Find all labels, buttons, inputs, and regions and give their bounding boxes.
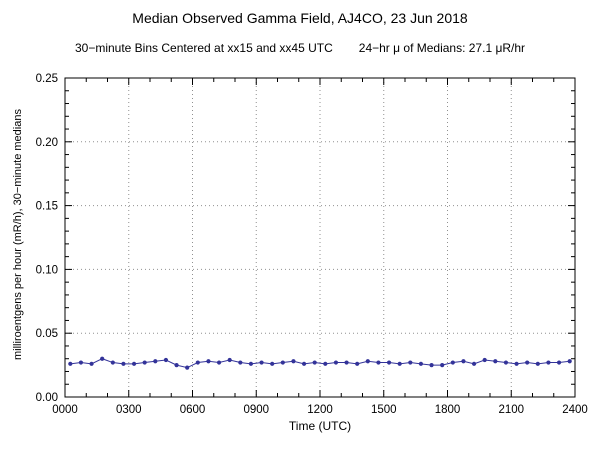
data-point — [270, 361, 275, 366]
data-point — [238, 360, 243, 365]
data-point — [163, 357, 169, 363]
data-point — [461, 359, 466, 364]
data-point — [344, 360, 349, 365]
data-point — [110, 360, 115, 365]
x-tick-label: 0000 — [52, 404, 78, 416]
data-point — [450, 360, 455, 365]
subtitle-mean: 24−hr μ of Medians: 27.1 μR/hr — [358, 41, 526, 55]
y-tick-label: 0.25 — [36, 73, 58, 85]
data-point — [408, 360, 413, 365]
data-point — [397, 361, 402, 366]
data-point — [174, 363, 179, 368]
plot-border — [64, 77, 576, 398]
data-point — [259, 360, 264, 365]
data-point — [248, 361, 254, 366]
data-point — [131, 361, 137, 366]
x-tick-label: 0300 — [116, 404, 142, 416]
data-point — [514, 361, 519, 366]
data-point — [185, 365, 190, 370]
data-point — [440, 363, 445, 368]
data-point — [556, 360, 562, 365]
y-tick-label: 0.00 — [36, 392, 58, 404]
data-point — [333, 360, 339, 365]
data-point — [482, 357, 487, 363]
data-point — [227, 357, 232, 363]
x-tick-label: 2400 — [562, 404, 588, 416]
y-axis-label: milliroentgens per hour (mR/h), 30−minut… — [12, 109, 24, 360]
x-tick-label: 0900 — [243, 404, 269, 416]
chart-subtitle: 30−minute Bins Centered at xx15 and xx45… — [0, 41, 600, 55]
x-tick-label: 1500 — [371, 404, 397, 416]
data-point — [535, 361, 540, 366]
y-tick-label: 0.15 — [36, 201, 58, 213]
data-point — [291, 359, 296, 364]
data-point — [471, 361, 477, 366]
data-point — [567, 359, 572, 364]
chart-title: Median Observed Gamma Field, AJ4CO, 23 J… — [132, 10, 468, 26]
y-tick-label: 0.10 — [36, 264, 58, 276]
subtitle-bins: 30−minute Bins Centered at xx15 and xx45… — [74, 41, 333, 55]
data-point — [525, 360, 530, 365]
data-point — [312, 360, 317, 365]
data-point — [376, 360, 381, 365]
data-point — [301, 361, 307, 366]
y-tick-label: 0.20 — [36, 137, 58, 149]
data-point — [100, 356, 105, 361]
data-point — [386, 360, 392, 365]
data-point — [142, 360, 147, 365]
x-tick-label: 0600 — [180, 404, 206, 416]
data-point — [493, 359, 498, 364]
data-point — [355, 361, 360, 366]
data-point — [89, 361, 94, 366]
data-point — [429, 363, 434, 368]
data-point — [323, 361, 328, 366]
data-point — [365, 359, 370, 364]
data-point — [78, 360, 84, 365]
data-point — [153, 359, 158, 364]
x-tick-label: 2100 — [498, 404, 524, 416]
data-point — [195, 360, 200, 365]
data-point — [206, 359, 211, 364]
y-tick-label: 0.05 — [36, 328, 58, 340]
x-tick-label: 1800 — [435, 404, 461, 416]
data-point — [121, 361, 126, 366]
data-point — [546, 360, 551, 365]
x-axis-label: Time (UTC) — [288, 419, 352, 433]
data-point — [503, 360, 509, 365]
data-point — [216, 360, 222, 365]
data-point — [418, 361, 424, 366]
x-tick-label: 1200 — [307, 404, 333, 416]
data-point — [280, 360, 285, 365]
data-point — [68, 361, 73, 366]
